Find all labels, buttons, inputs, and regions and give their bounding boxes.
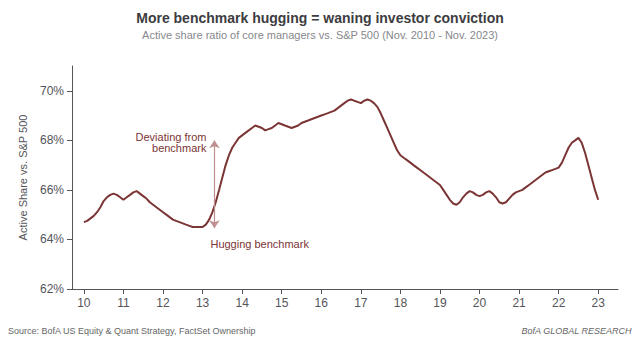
svg-text:16: 16 xyxy=(315,296,329,310)
svg-text:11: 11 xyxy=(117,296,130,310)
svg-text:12: 12 xyxy=(156,296,170,310)
svg-text:Active Share vs. S&P 500: Active Share vs. S&P 500 xyxy=(17,115,29,241)
svg-text:BofA GLOBAL RESEARCH: BofA GLOBAL RESEARCH xyxy=(521,326,632,336)
svg-text:15: 15 xyxy=(275,296,289,310)
svg-text:13: 13 xyxy=(196,296,210,310)
svg-text:17: 17 xyxy=(354,296,368,310)
svg-text:10: 10 xyxy=(77,296,91,310)
svg-text:62%: 62% xyxy=(40,282,64,296)
svg-text:benchmark: benchmark xyxy=(152,142,207,154)
svg-text:18: 18 xyxy=(394,296,408,310)
svg-text:70%: 70% xyxy=(40,84,64,98)
svg-text:Source: BofA US Equity & Quant: Source: BofA US Equity & Quant Strategy,… xyxy=(8,326,255,336)
svg-text:Active share ratio of core man: Active share ratio of core managers vs. … xyxy=(142,29,498,41)
svg-text:20: 20 xyxy=(473,296,487,310)
svg-text:More benchmark hugging = wanin: More benchmark hugging = waning investor… xyxy=(136,10,504,26)
svg-text:14: 14 xyxy=(235,296,249,310)
svg-text:22: 22 xyxy=(552,296,566,310)
svg-text:68%: 68% xyxy=(40,133,64,147)
svg-text:Deviating from: Deviating from xyxy=(135,130,207,143)
svg-text:19: 19 xyxy=(433,296,447,310)
svg-text:66%: 66% xyxy=(40,183,64,197)
svg-text:Hugging benchmark: Hugging benchmark xyxy=(210,238,309,250)
svg-text:21: 21 xyxy=(512,296,526,310)
svg-text:23: 23 xyxy=(592,296,606,310)
svg-text:64%: 64% xyxy=(40,232,64,246)
